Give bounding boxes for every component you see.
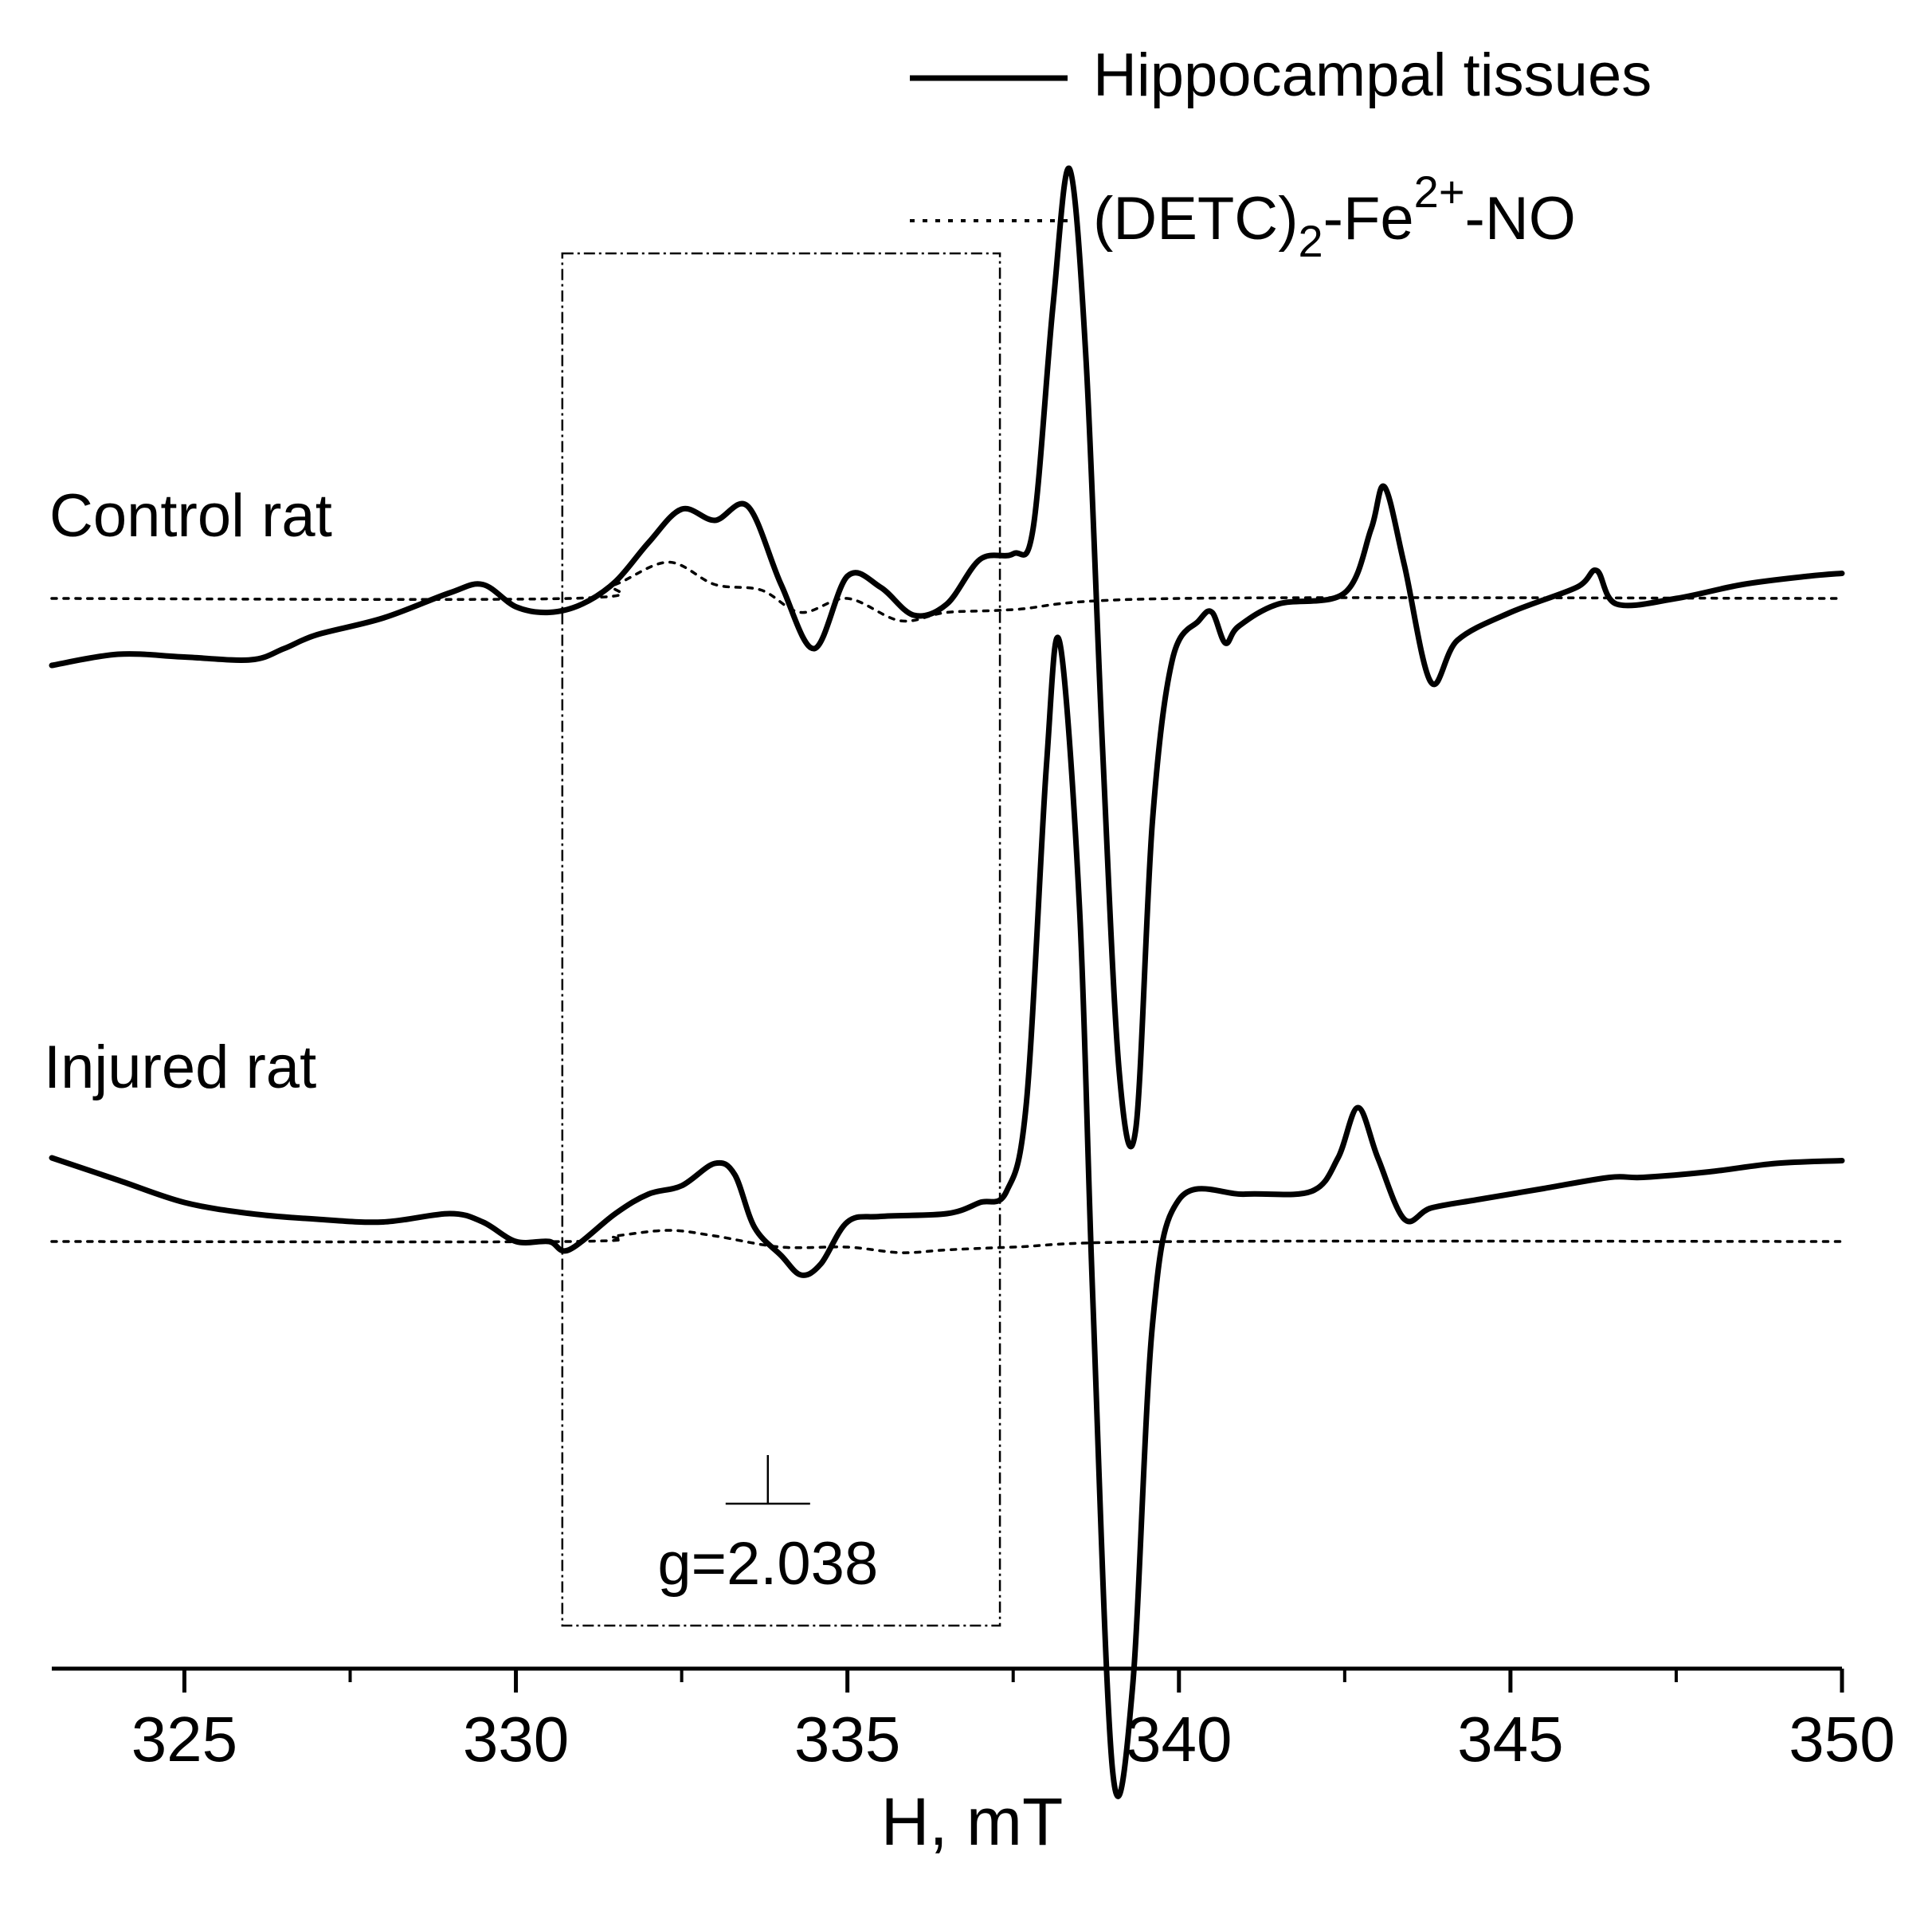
injured-hippocampal-trace [49, 634, 1845, 1799]
g-value-label: g=2.038 [657, 1530, 878, 1598]
legend: Hippocampal tissues (DETC)2-Fe2+-NO [910, 41, 1652, 266]
region-box [561, 252, 1001, 1627]
series-layer [49, 165, 1845, 1799]
x-tick-label: 325 [131, 1704, 237, 1775]
x-tick-label: 330 [463, 1704, 569, 1775]
control-detc-trace [50, 560, 1844, 623]
control-hippocampal-trace [49, 165, 1845, 1150]
g-marker: g=2.038 [657, 1455, 878, 1598]
region-box-rect [561, 252, 1001, 1627]
x-tick-label: 335 [794, 1704, 900, 1775]
panel-label-injured: Injured rat [44, 1034, 316, 1101]
injured-detc-trace [50, 1229, 1844, 1254]
legend-label-detc: (DETC)2-Fe2+-NO [1093, 167, 1576, 266]
x-tick-label: 340 [1126, 1704, 1232, 1775]
x-ticks: 325 330 335 340 345 350 [131, 1669, 1895, 1775]
x-axis-label: H, mT [881, 1784, 1064, 1859]
x-tick-label: 350 [1789, 1704, 1895, 1775]
legend-label-hippocampal: Hippocampal tissues [1093, 41, 1652, 109]
x-axis: 325 330 335 340 345 350 H, mT [52, 1666, 1895, 1859]
x-tick-label: 345 [1457, 1704, 1563, 1775]
panel-label-control: Control rat [49, 482, 332, 550]
